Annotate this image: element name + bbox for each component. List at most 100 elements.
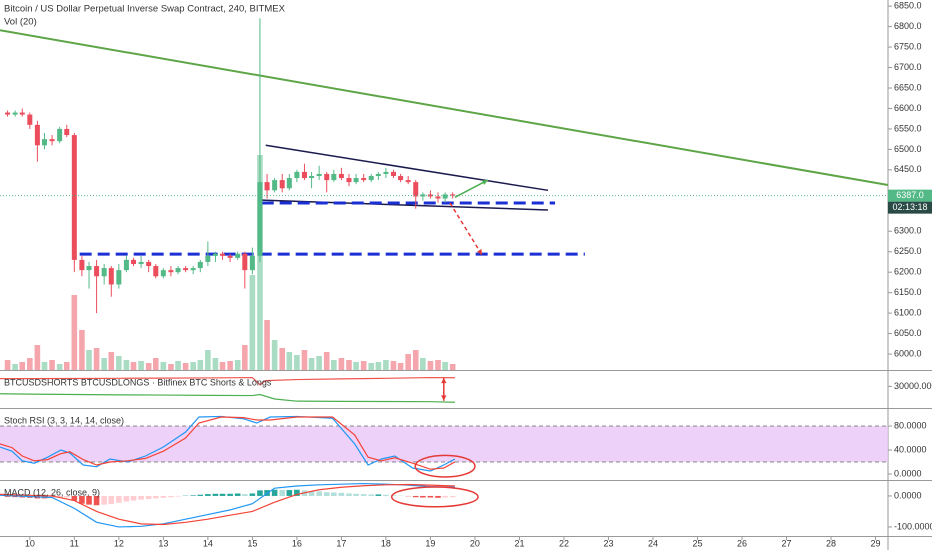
histogram-bar — [130, 495, 137, 501]
volume-bar — [63, 362, 70, 370]
candle-body — [5, 112, 11, 115]
histogram-bar — [205, 494, 211, 496]
volume-bar — [116, 356, 122, 370]
volume-bar — [323, 352, 330, 370]
arrow-head — [481, 180, 488, 185]
y-tick-label: 6500.0 — [894, 144, 922, 154]
histogram-bar — [249, 493, 256, 496]
x-tick-label: 28 — [826, 538, 836, 548]
candle-body — [390, 171, 396, 176]
candle-body — [205, 255, 211, 262]
trend-line — [0, 29, 889, 186]
candle-body — [220, 253, 226, 256]
histogram-bar — [271, 489, 278, 496]
volume-bar — [427, 361, 434, 370]
candle-body — [190, 268, 196, 271]
histogram-bar — [160, 495, 167, 498]
volume-bar — [41, 362, 48, 370]
indicator-line — [0, 483, 455, 526]
y-tick-label: 6100.0 — [894, 307, 922, 317]
y-tick-label: 6650.0 — [894, 82, 922, 92]
volume-bar — [257, 155, 263, 370]
volume-bar — [360, 361, 367, 370]
arrow-head — [441, 395, 447, 401]
x-tick-label: 25 — [692, 538, 702, 548]
histogram-bar — [123, 495, 130, 502]
last-price-label: 6387.0 — [896, 190, 924, 200]
y-tick-label: 6850.0 — [894, 1, 922, 11]
y-tick-label: 0.0000 — [894, 468, 922, 478]
chart-title: Bitcoin / US Dollar Perpetual Inverse Sw… — [4, 4, 286, 15]
histogram-bar — [360, 494, 367, 496]
histogram-bar — [175, 495, 181, 497]
volume-bar — [368, 363, 375, 370]
volume-bar — [442, 362, 448, 370]
volume-bar — [205, 350, 211, 370]
volume-bar — [160, 362, 167, 370]
histogram-bar — [338, 492, 345, 496]
x-tick-label: 11 — [70, 538, 79, 548]
candle-body — [86, 266, 92, 271]
candle-body — [116, 270, 122, 285]
candle-body — [57, 128, 63, 142]
volume-bar — [271, 340, 278, 370]
volume-bar — [405, 354, 411, 370]
candle-body — [316, 173, 322, 176]
candle-body — [435, 196, 441, 199]
arrow-head — [477, 249, 483, 255]
candle-body — [361, 178, 367, 181]
histogram-bar — [197, 494, 204, 496]
volume-bar — [435, 360, 441, 370]
candle-body — [12, 112, 18, 115]
candle-body — [331, 173, 337, 181]
volume-bar — [308, 358, 315, 370]
volume-bar — [375, 362, 382, 370]
x-tick-label: 14 — [203, 538, 213, 548]
candle-body — [138, 261, 144, 264]
trend-line — [454, 179, 489, 198]
candle-body — [279, 180, 285, 189]
x-tick-label: 22 — [559, 538, 569, 548]
x-tick-label: 27 — [782, 538, 792, 548]
candle-body — [168, 270, 174, 273]
y-tick-label: 40.0000 — [894, 444, 927, 454]
histogram-bar — [242, 494, 248, 496]
histogram-bar — [4, 495, 11, 497]
volume-bar — [286, 352, 293, 370]
candle-body — [264, 182, 270, 191]
histogram-bar — [71, 495, 78, 501]
y-tick-label: -100.0000 — [894, 521, 932, 531]
histogram-bar — [234, 493, 241, 496]
candle-body — [257, 182, 263, 256]
candle-body — [227, 255, 233, 258]
volume-bar — [219, 362, 226, 370]
candle-body — [27, 114, 33, 125]
histogram-bar — [145, 495, 152, 500]
candle-body — [398, 175, 404, 181]
histogram-bar — [79, 495, 85, 504]
histogram-bar — [190, 495, 196, 496]
volume-bar — [12, 364, 18, 370]
histogram-bar — [412, 495, 419, 498]
histogram-bar — [257, 490, 263, 496]
indicator-line — [0, 416, 456, 470]
volume-bar — [145, 363, 152, 370]
pane-title: Stoch RSI (3, 3, 14, 14, close) — [4, 415, 124, 425]
histogram-bar — [12, 495, 18, 498]
volume-bar — [152, 358, 159, 370]
indicator-line — [0, 376, 455, 386]
candle-body — [286, 178, 292, 189]
x-tick-label: 15 — [247, 538, 257, 548]
volume-bar — [294, 355, 300, 370]
volume-bar — [197, 360, 204, 370]
histogram-bar — [331, 492, 337, 496]
histogram-bar — [101, 495, 107, 505]
y-tick-label: 6200.0 — [894, 267, 922, 277]
trend-line — [265, 144, 549, 192]
histogram-bar — [435, 495, 441, 498]
candle-body — [212, 253, 218, 256]
x-tick-label: 19 — [425, 538, 435, 548]
